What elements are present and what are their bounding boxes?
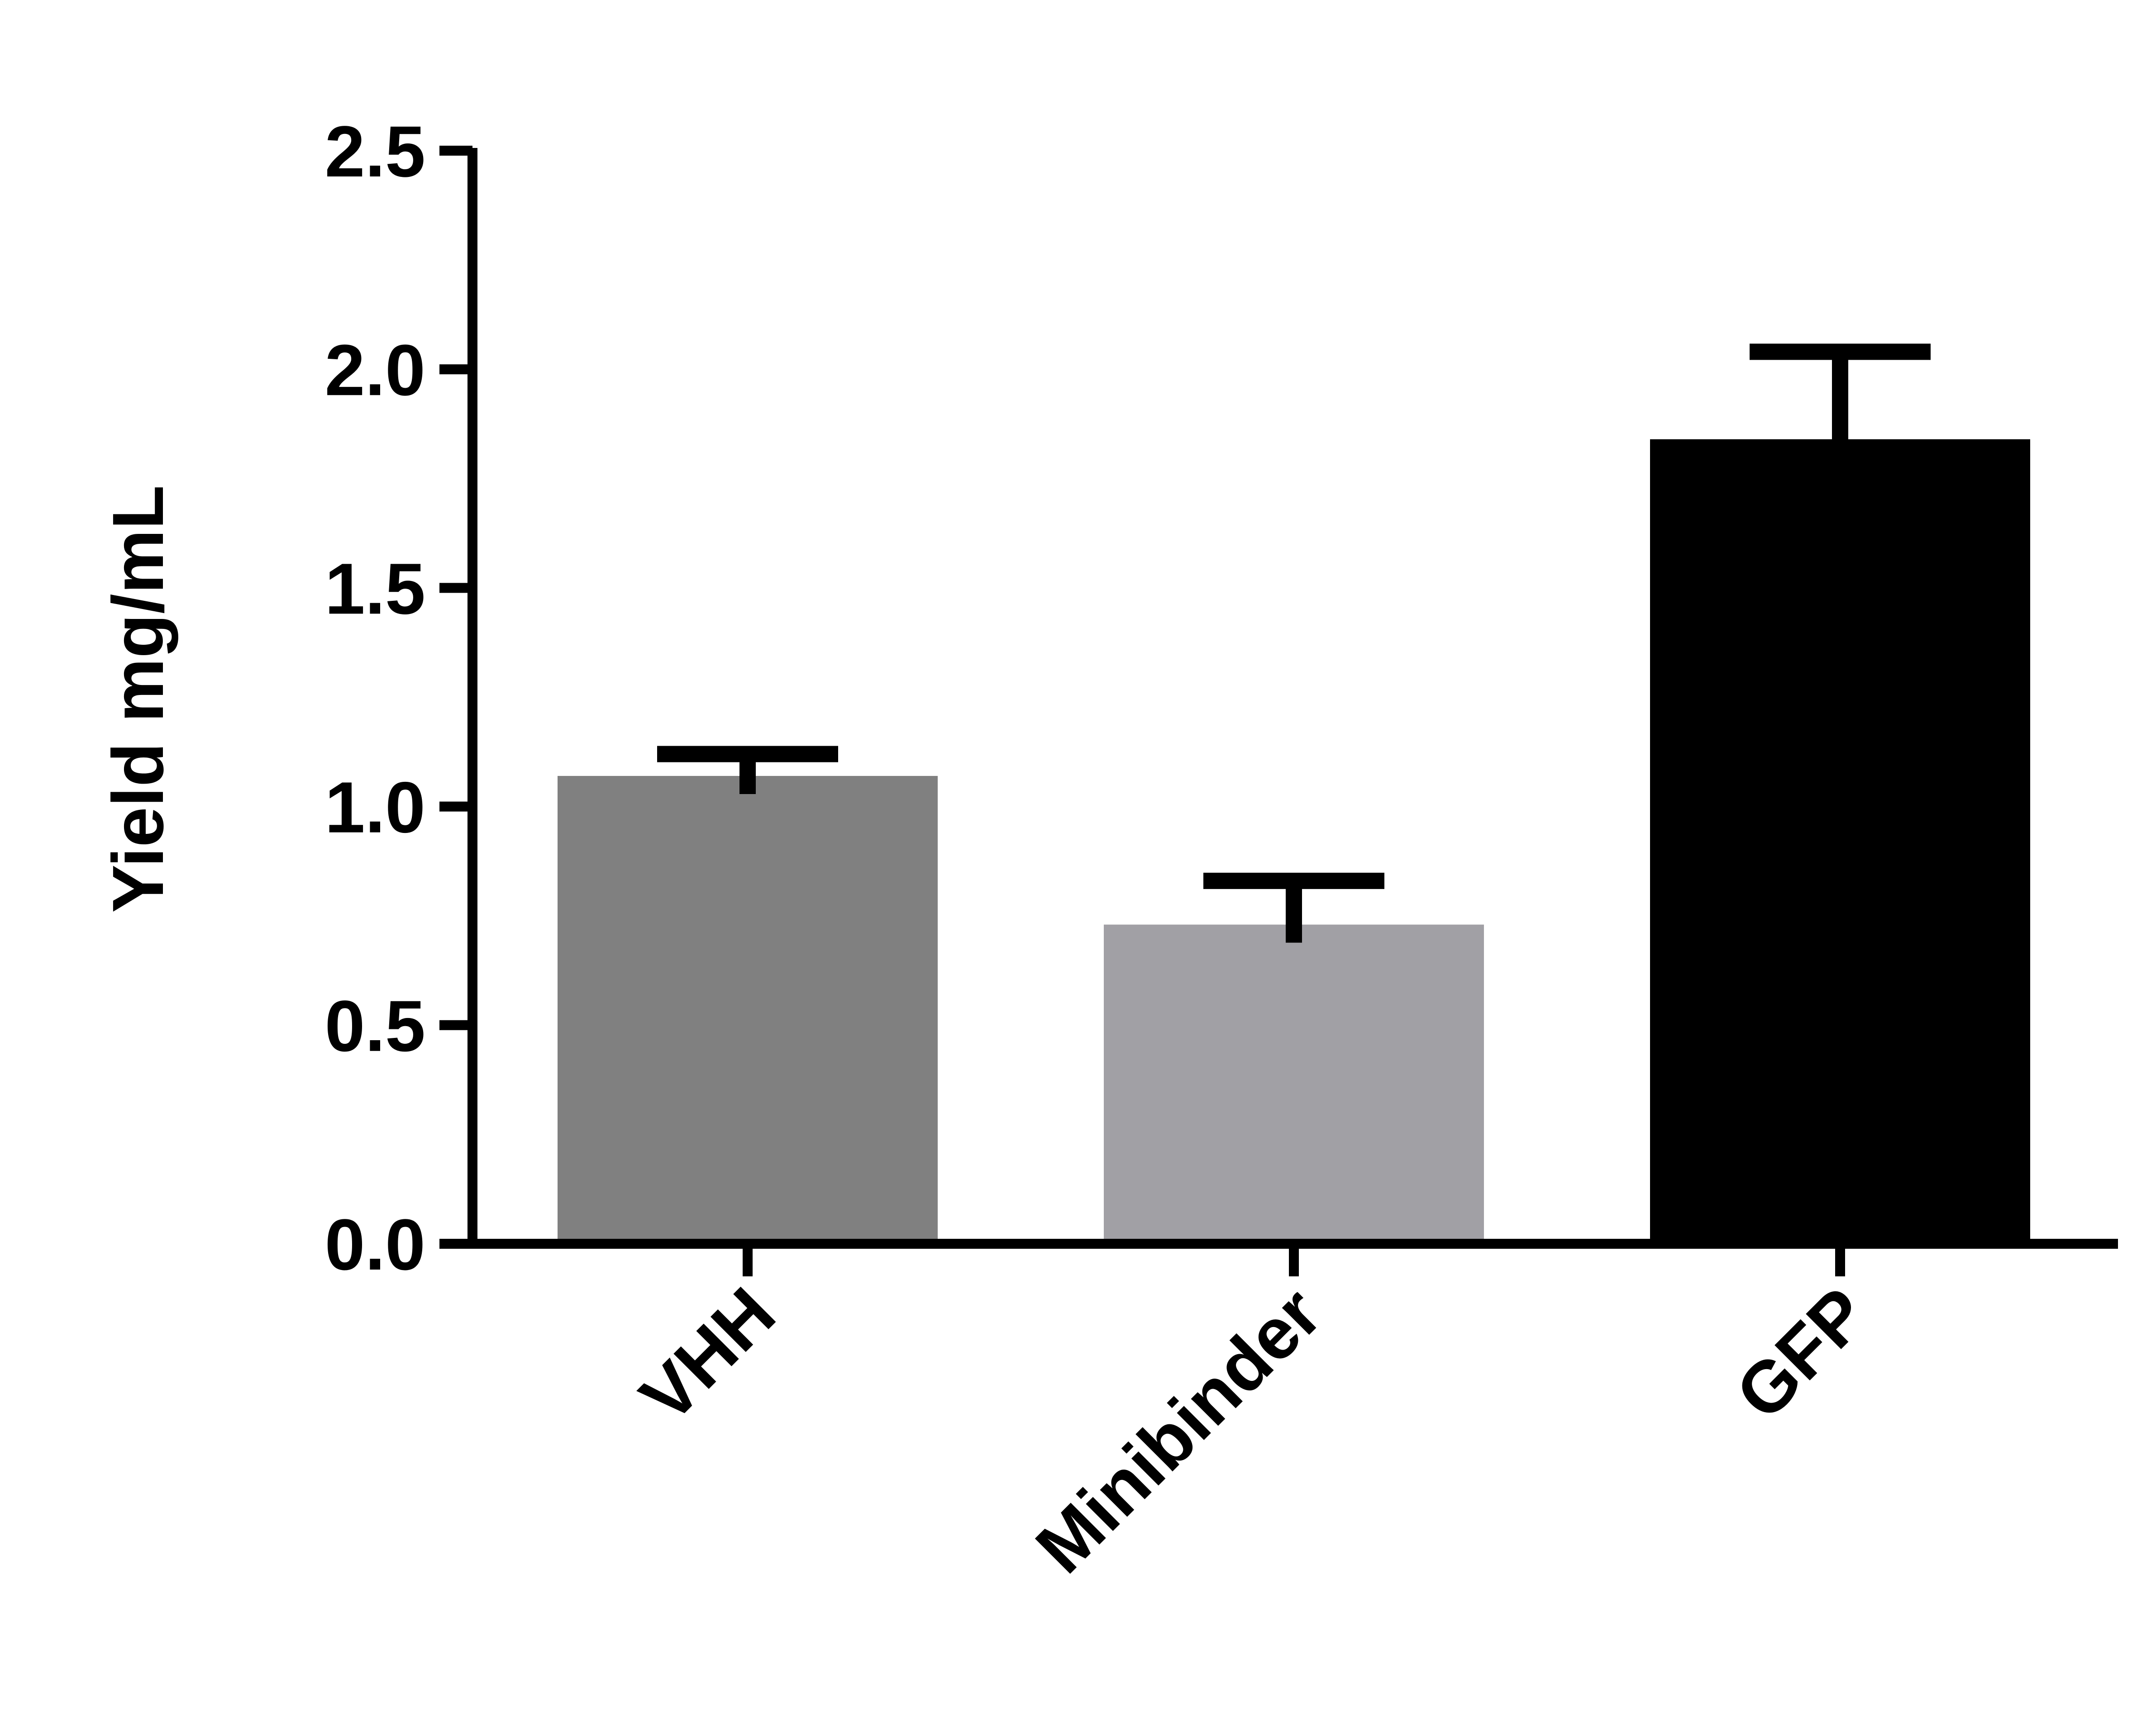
x-ticks-layer: VHH Minibinder GFP xyxy=(625,1244,1883,1588)
bars-layer xyxy=(558,439,2030,1244)
y-tick-label: 2.0 xyxy=(325,329,425,410)
y-tick-label: 2.5 xyxy=(325,111,425,192)
y-axis-label: Yield mg/mL xyxy=(97,485,178,913)
x-tick-label-minibinder: Minibinder xyxy=(1021,1272,1337,1588)
y-tick-label: 0.0 xyxy=(325,1204,425,1285)
y-tick-label: 0.5 xyxy=(325,985,425,1066)
y-ticks-layer: 0.0 0.5 1.0 1.5 2.0 2.5 xyxy=(325,111,472,1285)
x-tick-label-gfp: GFP xyxy=(1720,1272,1883,1434)
bar-minibinder xyxy=(1104,924,1484,1244)
y-tick-label: 1.0 xyxy=(325,767,425,848)
x-tick-label-vhh: VHH xyxy=(625,1272,790,1437)
bar-gfp xyxy=(1650,439,2030,1244)
error-bars-layer xyxy=(657,343,1931,943)
bar-vhh xyxy=(558,775,938,1244)
y-tick-label: 1.5 xyxy=(325,548,425,629)
